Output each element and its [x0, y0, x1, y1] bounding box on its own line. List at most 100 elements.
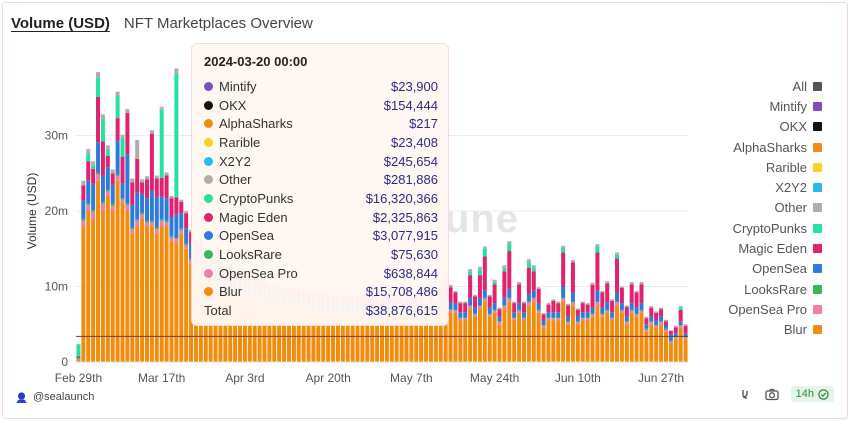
- bar-segment[interactable]: [600, 292, 605, 308]
- bar-segment[interactable]: [159, 226, 164, 362]
- bar-segment[interactable]: [610, 300, 615, 313]
- bar-segment[interactable]: [644, 318, 649, 325]
- bar-segment[interactable]: [659, 307, 664, 310]
- bar-segment[interactable]: [654, 311, 659, 313]
- bar-segment[interactable]: [570, 301, 575, 303]
- bar-segment[interactable]: [624, 321, 629, 325]
- bar-segment[interactable]: [663, 321, 668, 326]
- bar-segment[interactable]: [536, 309, 541, 311]
- bar-segment[interactable]: [404, 316, 409, 362]
- bar-segment[interactable]: [448, 302, 453, 310]
- legend-item[interactable]: OpenSea Pro: [728, 299, 822, 319]
- bar-segment[interactable]: [174, 238, 179, 239]
- bar-segment[interactable]: [340, 314, 345, 362]
- bar-segment[interactable]: [228, 290, 233, 362]
- bar-segment[interactable]: [678, 309, 683, 322]
- bar-segment[interactable]: [502, 306, 507, 310]
- bar-segment[interactable]: [512, 303, 517, 313]
- bar-segment[interactable]: [174, 197, 179, 215]
- bar-segment[interactable]: [546, 304, 551, 313]
- bar-segment[interactable]: [487, 307, 492, 314]
- bar-segment[interactable]: [399, 316, 404, 362]
- bar-segment[interactable]: [659, 324, 664, 362]
- bar-segment[interactable]: [463, 317, 468, 319]
- bar-segment[interactable]: [619, 303, 624, 310]
- bar-segment[interactable]: [159, 220, 164, 227]
- bar-segment[interactable]: [154, 229, 159, 234]
- bar-segment[interactable]: [673, 333, 678, 338]
- bar-segment[interactable]: [154, 175, 159, 179]
- bar-segment[interactable]: [541, 312, 546, 315]
- legend-item[interactable]: Other: [728, 198, 822, 218]
- bar-segment[interactable]: [561, 245, 566, 248]
- bar-segment[interactable]: [76, 358, 81, 359]
- bar-segment[interactable]: [144, 226, 149, 362]
- bar-segment[interactable]: [546, 317, 551, 319]
- bar-segment[interactable]: [580, 312, 585, 318]
- bar-segment[interactable]: [585, 317, 590, 319]
- bar-segment[interactable]: [76, 343, 81, 345]
- bar-segment[interactable]: [678, 307, 683, 310]
- bar-segment[interactable]: [639, 303, 644, 310]
- bar-segment[interactable]: [502, 297, 507, 306]
- bar-segment[interactable]: [619, 312, 624, 362]
- bar-segment[interactable]: [629, 284, 634, 304]
- bar-segment[interactable]: [551, 318, 556, 321]
- bar-segment[interactable]: [154, 227, 159, 230]
- bar-segment[interactable]: [169, 195, 174, 199]
- bar-segment[interactable]: [580, 320, 585, 362]
- bar-segment[interactable]: [639, 281, 644, 285]
- bar-segment[interactable]: [629, 281, 634, 285]
- bar-segment[interactable]: [144, 179, 149, 199]
- bar-segment[interactable]: [149, 133, 154, 191]
- bar-segment[interactable]: [634, 313, 639, 315]
- bar-segment[interactable]: [546, 312, 551, 318]
- bar-segment[interactable]: [521, 320, 526, 362]
- bar-segment[interactable]: [453, 291, 458, 293]
- bar-segment[interactable]: [634, 314, 639, 317]
- bar-segment[interactable]: [473, 307, 478, 314]
- bar-segment[interactable]: [91, 211, 96, 219]
- bar-segment[interactable]: [521, 318, 526, 321]
- bar-segment[interactable]: [91, 168, 96, 184]
- bar-segment[interactable]: [600, 316, 605, 362]
- bar-segment[interactable]: [531, 265, 536, 268]
- bar-segment[interactable]: [115, 140, 120, 175]
- bar-segment[interactable]: [428, 312, 433, 362]
- bar-segment[interactable]: [110, 203, 115, 206]
- bar-segment[interactable]: [566, 321, 571, 322]
- bar-segment[interactable]: [149, 222, 154, 227]
- bar-segment[interactable]: [130, 204, 135, 228]
- bar-segment[interactable]: [277, 305, 282, 362]
- bar-segment[interactable]: [100, 175, 105, 202]
- bar-segment[interactable]: [497, 321, 502, 322]
- bar-segment[interactable]: [600, 314, 605, 317]
- bar-segment[interactable]: [536, 287, 541, 289]
- bar-segment[interactable]: [497, 309, 502, 317]
- bar-segment[interactable]: [96, 174, 101, 181]
- bar-segment[interactable]: [482, 246, 487, 249]
- bar-segment[interactable]: [639, 284, 644, 304]
- bar-segment[interactable]: [468, 306, 473, 310]
- bar-segment[interactable]: [521, 317, 526, 319]
- bar-segment[interactable]: [502, 265, 507, 268]
- bar-segment[interactable]: [492, 281, 497, 285]
- bar-segment[interactable]: [120, 198, 125, 200]
- bar-segment[interactable]: [135, 226, 140, 362]
- bar-segment[interactable]: [659, 316, 664, 322]
- bar-segment[interactable]: [629, 312, 634, 362]
- bar-segment[interactable]: [668, 341, 673, 344]
- bar-segment[interactable]: [517, 281, 522, 285]
- bar-segment[interactable]: [585, 312, 590, 318]
- legend-item[interactable]: CryptoPunks: [728, 218, 822, 238]
- bar-segment[interactable]: [135, 192, 140, 220]
- bar-segment[interactable]: [468, 297, 473, 306]
- bar-segment[interactable]: [110, 184, 115, 204]
- bar-segment[interactable]: [105, 155, 110, 168]
- bar-segment[interactable]: [482, 290, 487, 298]
- bar-segment[interactable]: [159, 219, 164, 221]
- bar-segment[interactable]: [678, 325, 683, 329]
- bar-segment[interactable]: [619, 310, 624, 313]
- bar-segment[interactable]: [81, 185, 86, 201]
- bar-segment[interactable]: [663, 325, 668, 329]
